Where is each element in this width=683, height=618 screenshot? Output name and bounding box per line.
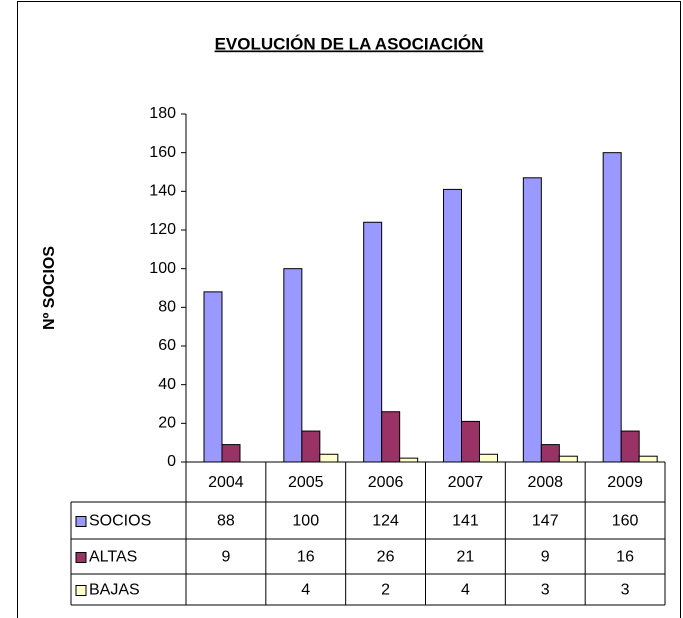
- table-value: 147: [532, 513, 559, 530]
- bar: [399, 457, 419, 463]
- legend-swatch: [75, 585, 87, 596]
- table-value: 3: [541, 582, 550, 599]
- legend-swatch: [75, 552, 87, 563]
- table-value: 4: [301, 582, 310, 599]
- table-value: 100: [292, 513, 319, 530]
- bar: [221, 444, 241, 463]
- y-tick-label: 60: [158, 337, 176, 354]
- x-tick-label: 2004: [208, 474, 244, 491]
- legend-label: BAJAS: [89, 582, 140, 599]
- y-tick-label: 80: [158, 299, 176, 316]
- table-value: 16: [297, 549, 315, 566]
- bar: [479, 453, 498, 463]
- bar: [461, 420, 480, 463]
- table-value: 16: [616, 549, 634, 566]
- legend-label: SOCIOS: [89, 513, 151, 530]
- y-tick-label: 20: [158, 415, 176, 432]
- bar: [381, 411, 401, 463]
- bar: [443, 188, 462, 463]
- y-tick-label: 0: [167, 453, 176, 470]
- table-value: 88: [217, 513, 235, 530]
- legend-swatch: [75, 516, 87, 527]
- table-value: 9: [541, 549, 550, 566]
- x-tick-label: 2008: [527, 474, 563, 491]
- table-value: 141: [452, 513, 479, 530]
- bar: [363, 221, 383, 463]
- table-value: 2: [381, 582, 390, 599]
- bar: [283, 268, 303, 463]
- bar: [540, 444, 560, 463]
- bar: [522, 177, 542, 463]
- bar: [638, 455, 658, 463]
- x-tick-label: 2007: [448, 474, 484, 491]
- y-tick-label: 180: [149, 105, 176, 122]
- table-value: 26: [377, 549, 395, 566]
- y-tick-label: 100: [149, 260, 176, 277]
- bar: [301, 430, 321, 463]
- table-value: 4: [461, 582, 470, 599]
- bar: [620, 430, 640, 463]
- y-tick-label: 140: [149, 183, 176, 200]
- bar: [602, 152, 622, 463]
- table-value: 9: [221, 549, 230, 566]
- table-value: 124: [372, 513, 399, 530]
- chart-title: EVOLUCIÓN DE LA ASOCIACIÓN: [215, 34, 484, 53]
- x-tick-label: 2006: [368, 474, 404, 491]
- y-axis-label: Nº SOCIOS: [41, 246, 58, 330]
- table-value: 160: [612, 513, 639, 530]
- table-value: 21: [457, 549, 475, 566]
- y-tick-label: 120: [149, 221, 176, 238]
- y-tick-label: 40: [158, 376, 176, 393]
- y-tick-label: 160: [149, 144, 176, 161]
- chart-border: [17, 1, 681, 618]
- bar: [203, 291, 223, 463]
- bar: [319, 453, 339, 463]
- legend-label: ALTAS: [89, 549, 137, 566]
- bar: [558, 455, 578, 463]
- x-tick-label: 2009: [607, 474, 643, 491]
- table-value: 3: [621, 582, 630, 599]
- x-tick-label: 2005: [288, 474, 324, 491]
